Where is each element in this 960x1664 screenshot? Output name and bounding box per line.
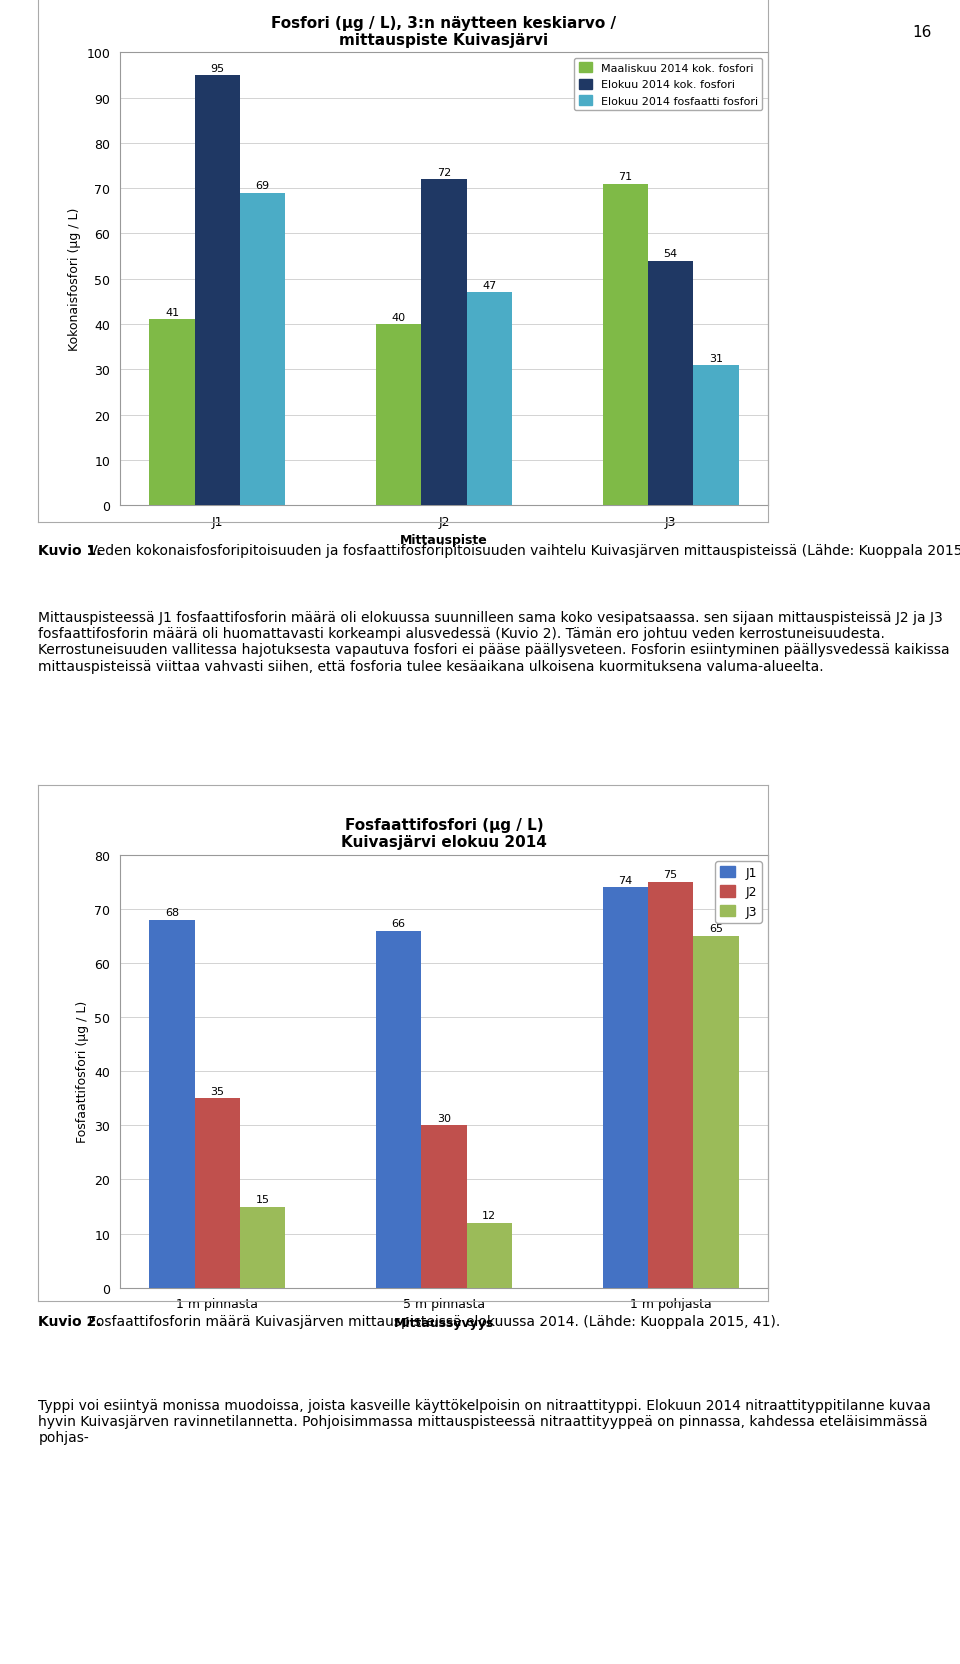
Bar [195,1098,240,1288]
Bar [648,882,693,1288]
Text: 72: 72 [437,168,451,178]
Bar [150,920,195,1288]
Bar [467,1223,512,1288]
X-axis label: Mittaussyvyys: Mittaussyvyys [394,1316,494,1330]
Text: Mittauspisteessä J1 fosfaattifosforin määrä oli elokuussa suunnilleen sama koko : Mittauspisteessä J1 fosfaattifosforin mä… [38,611,950,674]
Bar [421,180,467,506]
Bar [603,889,648,1288]
Text: 54: 54 [663,250,678,260]
Text: Veden kokonaisfosforipitoisuuden ja fosfaattifosforipitoisuuden vaihtelu Kuivasj: Veden kokonaisfosforipitoisuuden ja fosf… [84,544,960,557]
Text: 30: 30 [437,1113,451,1123]
Text: 12: 12 [482,1210,496,1220]
Y-axis label: Fosfaattifosfori (μg / L): Fosfaattifosfori (μg / L) [76,1000,88,1143]
Y-axis label: Kokonaisfosfori (μg / L): Kokonaisfosfori (μg / L) [68,208,81,351]
Legend: Maaliskuu 2014 kok. fosfori, Elokuu 2014 kok. fosfori, Elokuu 2014 fosfaatti fos: Maaliskuu 2014 kok. fosfori, Elokuu 2014… [574,58,762,111]
Text: 65: 65 [708,924,723,934]
Text: 41: 41 [165,308,180,318]
Text: 15: 15 [255,1195,270,1205]
Bar [603,185,648,506]
Bar [240,1206,285,1288]
Bar [693,366,738,506]
Text: 40: 40 [392,313,406,323]
Bar [376,932,421,1288]
Text: 74: 74 [618,875,633,885]
Text: 35: 35 [210,1087,225,1097]
Title: Fosfori (μg / L), 3:n näytteen keskiarvo /
mittauspiste Kuivasjärvi: Fosfori (μg / L), 3:n näytteen keskiarvo… [272,15,616,48]
Text: 31: 31 [708,353,723,363]
Bar [693,937,738,1288]
Text: Fosfaattifosforin määrä Kuivasjärven mittauspisteissä elokuussa 2014. (Lähde: Ku: Fosfaattifosforin määrä Kuivasjärven mit… [84,1315,780,1328]
Text: 16: 16 [912,25,931,40]
Bar [421,1127,467,1288]
Text: 68: 68 [165,907,180,917]
Bar [648,261,693,506]
Text: Typpi voi esiintyä monissa muodoissa, joista kasveille käyttökelpoisin on nitraa: Typpi voi esiintyä monissa muodoissa, jo… [38,1398,931,1444]
Text: 71: 71 [618,173,633,183]
Bar [195,77,240,506]
Text: Kuvio 1.: Kuvio 1. [38,544,102,557]
Text: 66: 66 [392,919,406,929]
Legend: J1, J2, J3: J1, J2, J3 [715,862,761,924]
Text: 69: 69 [255,181,270,191]
Text: 47: 47 [482,281,496,291]
Bar [150,319,195,506]
Text: 95: 95 [210,63,225,73]
X-axis label: Mittauspiste: Mittauspiste [400,534,488,547]
Text: Kuvio 2.: Kuvio 2. [38,1315,102,1328]
Title: Fosfaattifosfori (μg / L)
Kuivasjärvi elokuu 2014: Fosfaattifosfori (μg / L) Kuivasjärvi el… [341,817,547,850]
Text: 75: 75 [663,870,678,880]
Bar [376,324,421,506]
Bar [240,193,285,506]
Bar [467,293,512,506]
